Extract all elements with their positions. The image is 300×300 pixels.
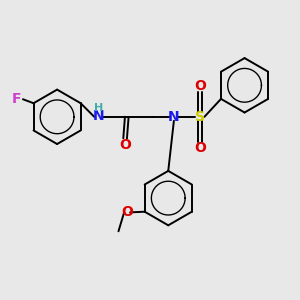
Text: O: O bbox=[119, 138, 131, 152]
Text: O: O bbox=[121, 206, 133, 219]
Text: O: O bbox=[194, 141, 206, 155]
Text: N: N bbox=[93, 109, 104, 123]
Text: H: H bbox=[94, 103, 103, 113]
Text: N: N bbox=[168, 110, 180, 124]
Text: O: O bbox=[194, 79, 206, 93]
Text: S: S bbox=[195, 110, 205, 124]
Text: F: F bbox=[11, 92, 21, 106]
